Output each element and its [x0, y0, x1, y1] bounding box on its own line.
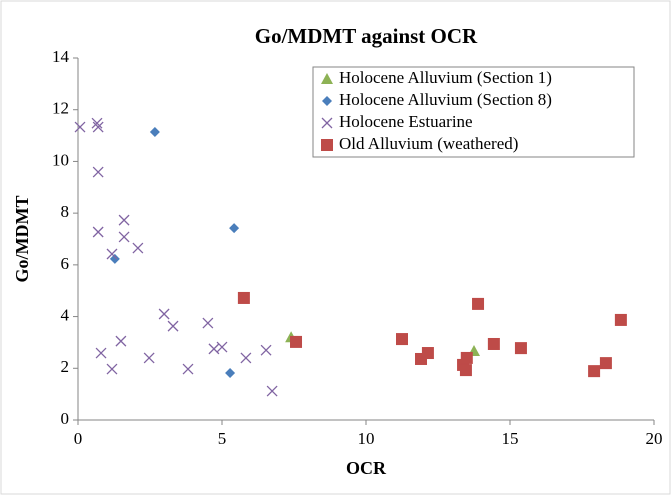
y-tick-label: 10	[52, 150, 69, 169]
y-tick-label: 4	[61, 305, 70, 324]
y-tick-label: 12	[52, 99, 69, 118]
point	[92, 166, 104, 178]
point	[118, 231, 130, 243]
point	[158, 308, 170, 320]
point	[132, 242, 144, 254]
x-axis-label: OCR	[346, 458, 387, 478]
point	[421, 347, 434, 360]
point	[118, 214, 130, 226]
x-tick-label: 5	[218, 429, 227, 448]
chart-title: Go/MDMT against OCR	[255, 24, 478, 48]
point	[149, 126, 160, 137]
point	[92, 121, 104, 133]
point	[614, 313, 627, 326]
point	[74, 121, 86, 133]
point	[260, 344, 272, 356]
point	[92, 226, 104, 238]
y-tick-label: 14	[52, 47, 70, 66]
point	[460, 351, 473, 364]
point	[487, 337, 500, 350]
point	[459, 364, 472, 377]
legend-marker	[321, 117, 333, 129]
point	[290, 335, 303, 348]
point	[182, 363, 194, 375]
point	[91, 117, 103, 129]
point	[115, 335, 127, 347]
point	[202, 317, 214, 329]
y-tick-label: 2	[61, 357, 70, 376]
legend-marker	[321, 139, 333, 151]
point	[106, 248, 118, 260]
legend-label: Holocene Alluvium (Section 1)	[339, 68, 552, 87]
point	[514, 342, 527, 355]
x-tick-label: 15	[502, 429, 519, 448]
point	[237, 291, 250, 304]
point	[216, 341, 228, 353]
y-tick-label: 0	[61, 409, 70, 428]
point	[599, 357, 612, 370]
legend-label: Holocene Alluvium (Section 8)	[339, 90, 552, 109]
y-axis-label: Go/MDMT	[12, 196, 32, 283]
point	[143, 352, 155, 364]
point	[472, 297, 485, 310]
legend-label: Holocene Estuarine	[339, 112, 473, 131]
point	[225, 367, 236, 378]
point	[229, 223, 240, 234]
point	[396, 333, 408, 346]
point	[240, 352, 252, 364]
legend-box	[312, 66, 635, 158]
legend-label: Old Alluvium (weathered)	[339, 134, 518, 153]
legend-marker	[321, 73, 333, 84]
legend-marker	[322, 96, 332, 106]
point	[95, 347, 107, 359]
x-tick-label: 20	[646, 429, 663, 448]
point	[109, 253, 120, 264]
point	[106, 363, 118, 375]
point	[588, 365, 601, 378]
x-tick-label: 0	[74, 429, 83, 448]
y-tick-label: 8	[61, 202, 70, 221]
y-tick-label: 6	[61, 254, 70, 273]
x-tick-label: 10	[358, 429, 375, 448]
point	[167, 320, 179, 332]
point	[266, 385, 278, 397]
